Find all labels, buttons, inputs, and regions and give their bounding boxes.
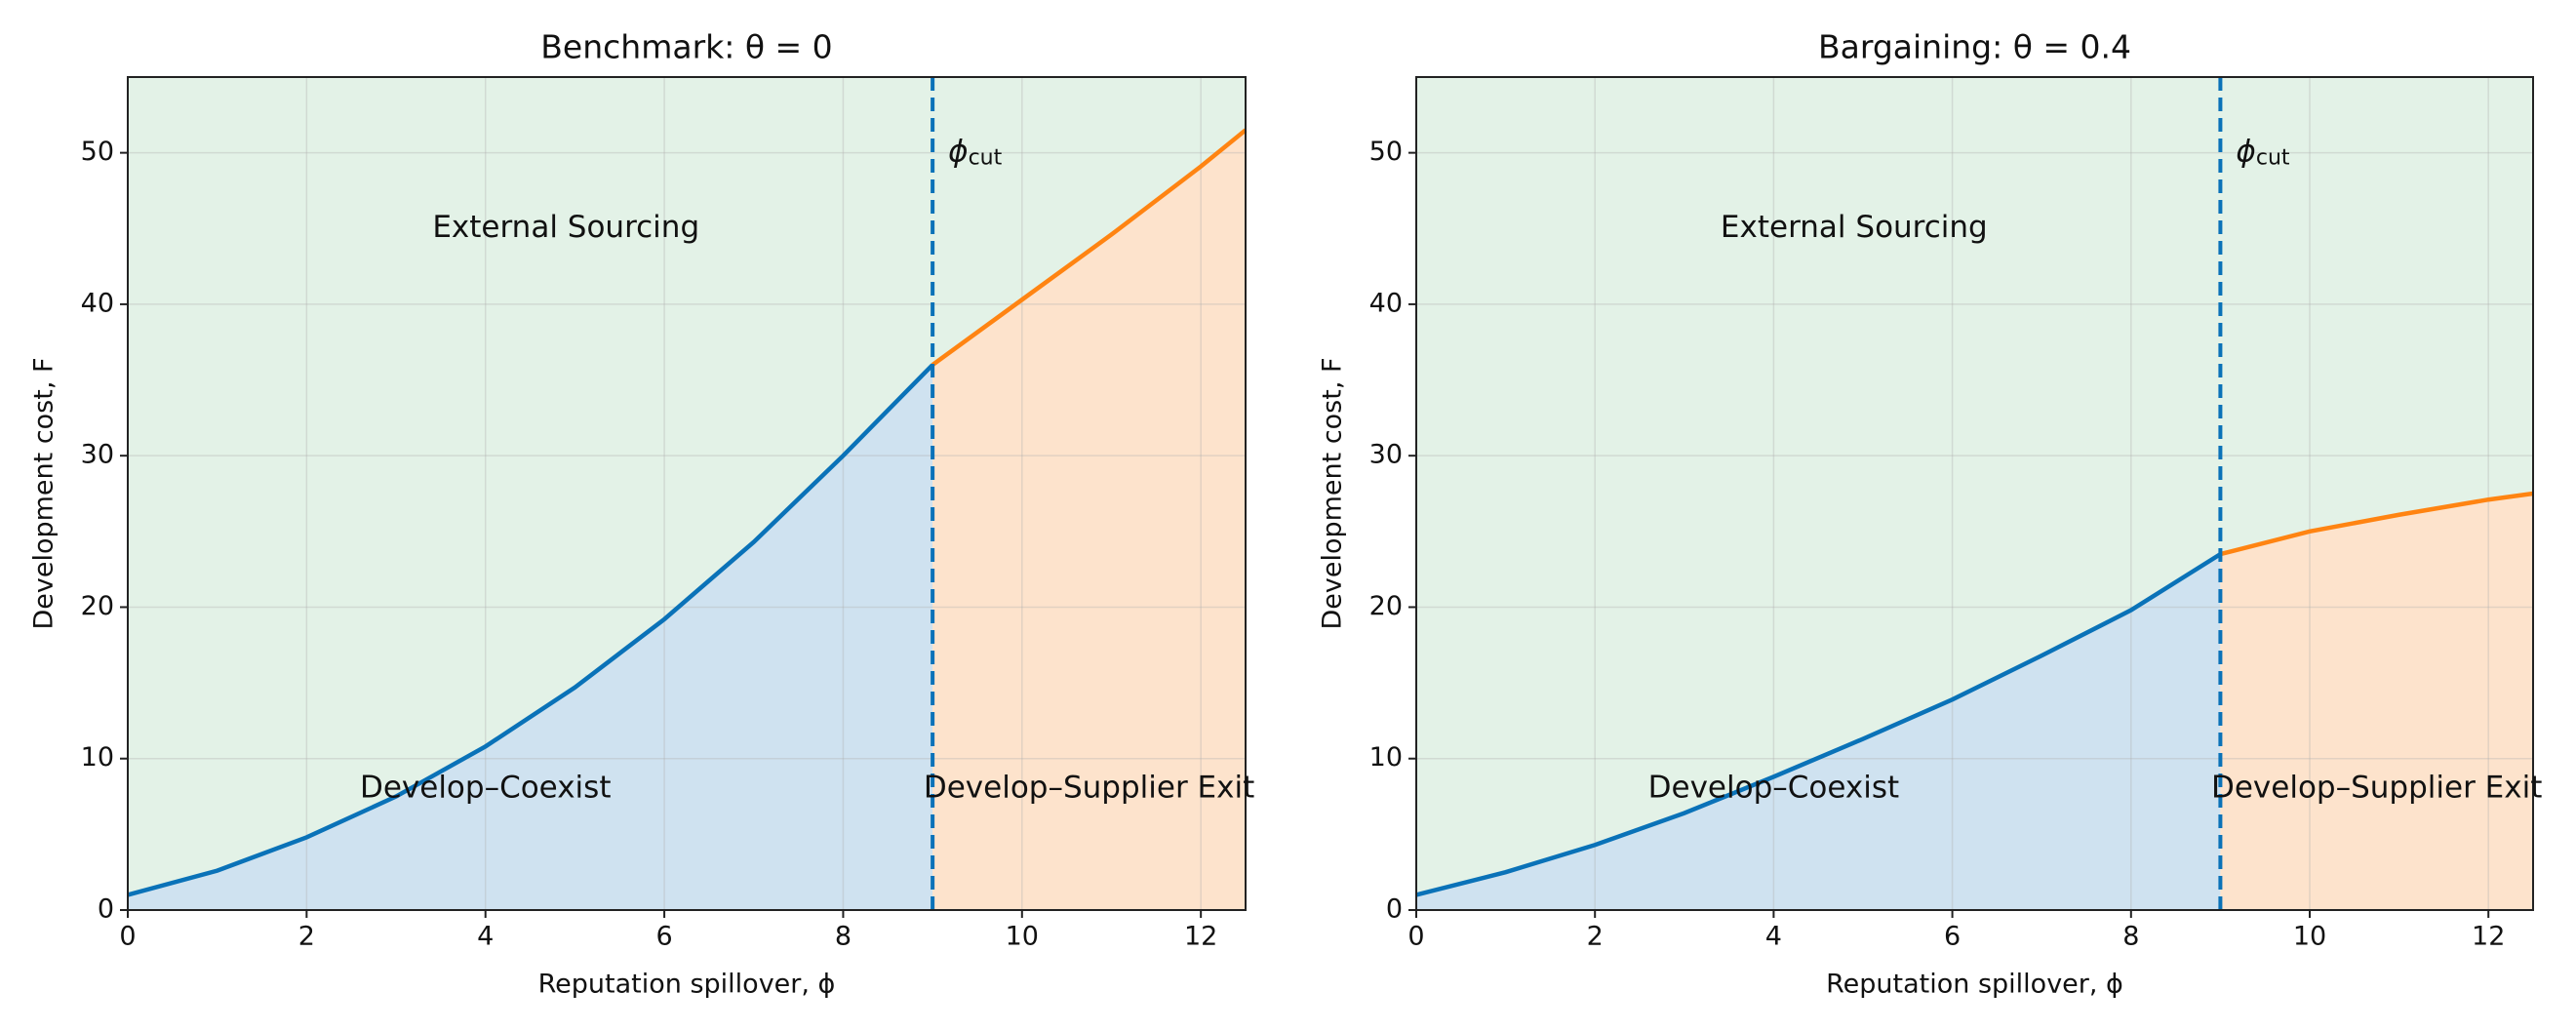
y-tick-label: 0 [1386, 894, 1403, 925]
x-tick-label: 0 [119, 922, 136, 952]
x-tick-label: 8 [835, 922, 852, 952]
x-tick-label: 0 [1407, 922, 1424, 952]
cutoff-subscript: cut [969, 146, 1003, 171]
panel: ϕcut External Sourcing Develop–Coexist Deve… [29, 28, 1255, 1000]
y-axis-label: Development cost, F [1318, 357, 1348, 629]
cutoff-symbol: ϕ [2236, 134, 2255, 169]
x-tick-label: 2 [1587, 922, 1604, 952]
y-tick-label: 30 [81, 440, 114, 470]
curve [127, 363, 934, 897]
y-tick-label: 40 [81, 288, 114, 318]
region-area [128, 365, 933, 910]
region-label: Develop–Coexist [1648, 770, 1900, 805]
region-label: External Sourcing [432, 210, 699, 245]
y-tick-label: 10 [1369, 742, 1403, 773]
curve [931, 128, 1248, 367]
region-area [932, 130, 1246, 910]
x-tick-label: 2 [298, 922, 315, 952]
y-tick-label: 20 [81, 591, 114, 621]
chart-title: Bargaining: θ = 0.4 [1818, 28, 2131, 66]
panel: ϕcut External Sourcing Develop–Coexist Deve… [1318, 28, 2543, 1000]
x-tick-label: 10 [2293, 922, 2326, 952]
plot-frame [127, 76, 1247, 911]
y-tick-label: 10 [81, 742, 114, 773]
cutoff-subscript: cut [2256, 146, 2290, 171]
y-tick-label: 40 [1369, 288, 1403, 318]
y-axis-label: Development cost, F [29, 357, 59, 629]
y-tick-label: 50 [81, 137, 114, 167]
chart-title: Benchmark: θ = 0 [540, 28, 832, 66]
x-tick-label: 4 [477, 922, 494, 952]
region-area [1416, 554, 2221, 910]
x-tick-label: 8 [2122, 922, 2139, 952]
plot-frame [1415, 76, 2534, 911]
x-tick-label: 10 [1006, 922, 1039, 952]
cutoff-label: ϕcut [948, 134, 1002, 171]
region-area [2220, 494, 2533, 910]
y-tick-label: 0 [98, 894, 114, 925]
x-axis-label: Reputation spillover, ϕ [1826, 970, 2123, 1000]
region-label: Develop–Coexist [360, 770, 612, 805]
region-label: External Sourcing [1721, 210, 1988, 245]
x-tick-label: 6 [655, 922, 672, 952]
curve [2219, 491, 2534, 557]
y-tick-label: 20 [1369, 591, 1403, 621]
x-tick-label: 12 [2472, 922, 2505, 952]
curve [1415, 552, 2222, 897]
x-axis-label: Reputation spillover, ϕ [538, 970, 836, 1000]
y-tick-label: 50 [1369, 137, 1403, 167]
region-label: Develop–Supplier Exit [2211, 770, 2542, 805]
x-tick-label: 12 [1184, 922, 1217, 952]
region-label: Develop–Supplier Exit [924, 770, 1254, 805]
cutoff-symbol: ϕ [948, 134, 968, 169]
cutoff-label: ϕcut [2236, 134, 2289, 171]
x-tick-label: 4 [1765, 922, 1782, 952]
y-tick-label: 30 [1369, 440, 1403, 470]
x-tick-label: 6 [1944, 922, 1961, 952]
